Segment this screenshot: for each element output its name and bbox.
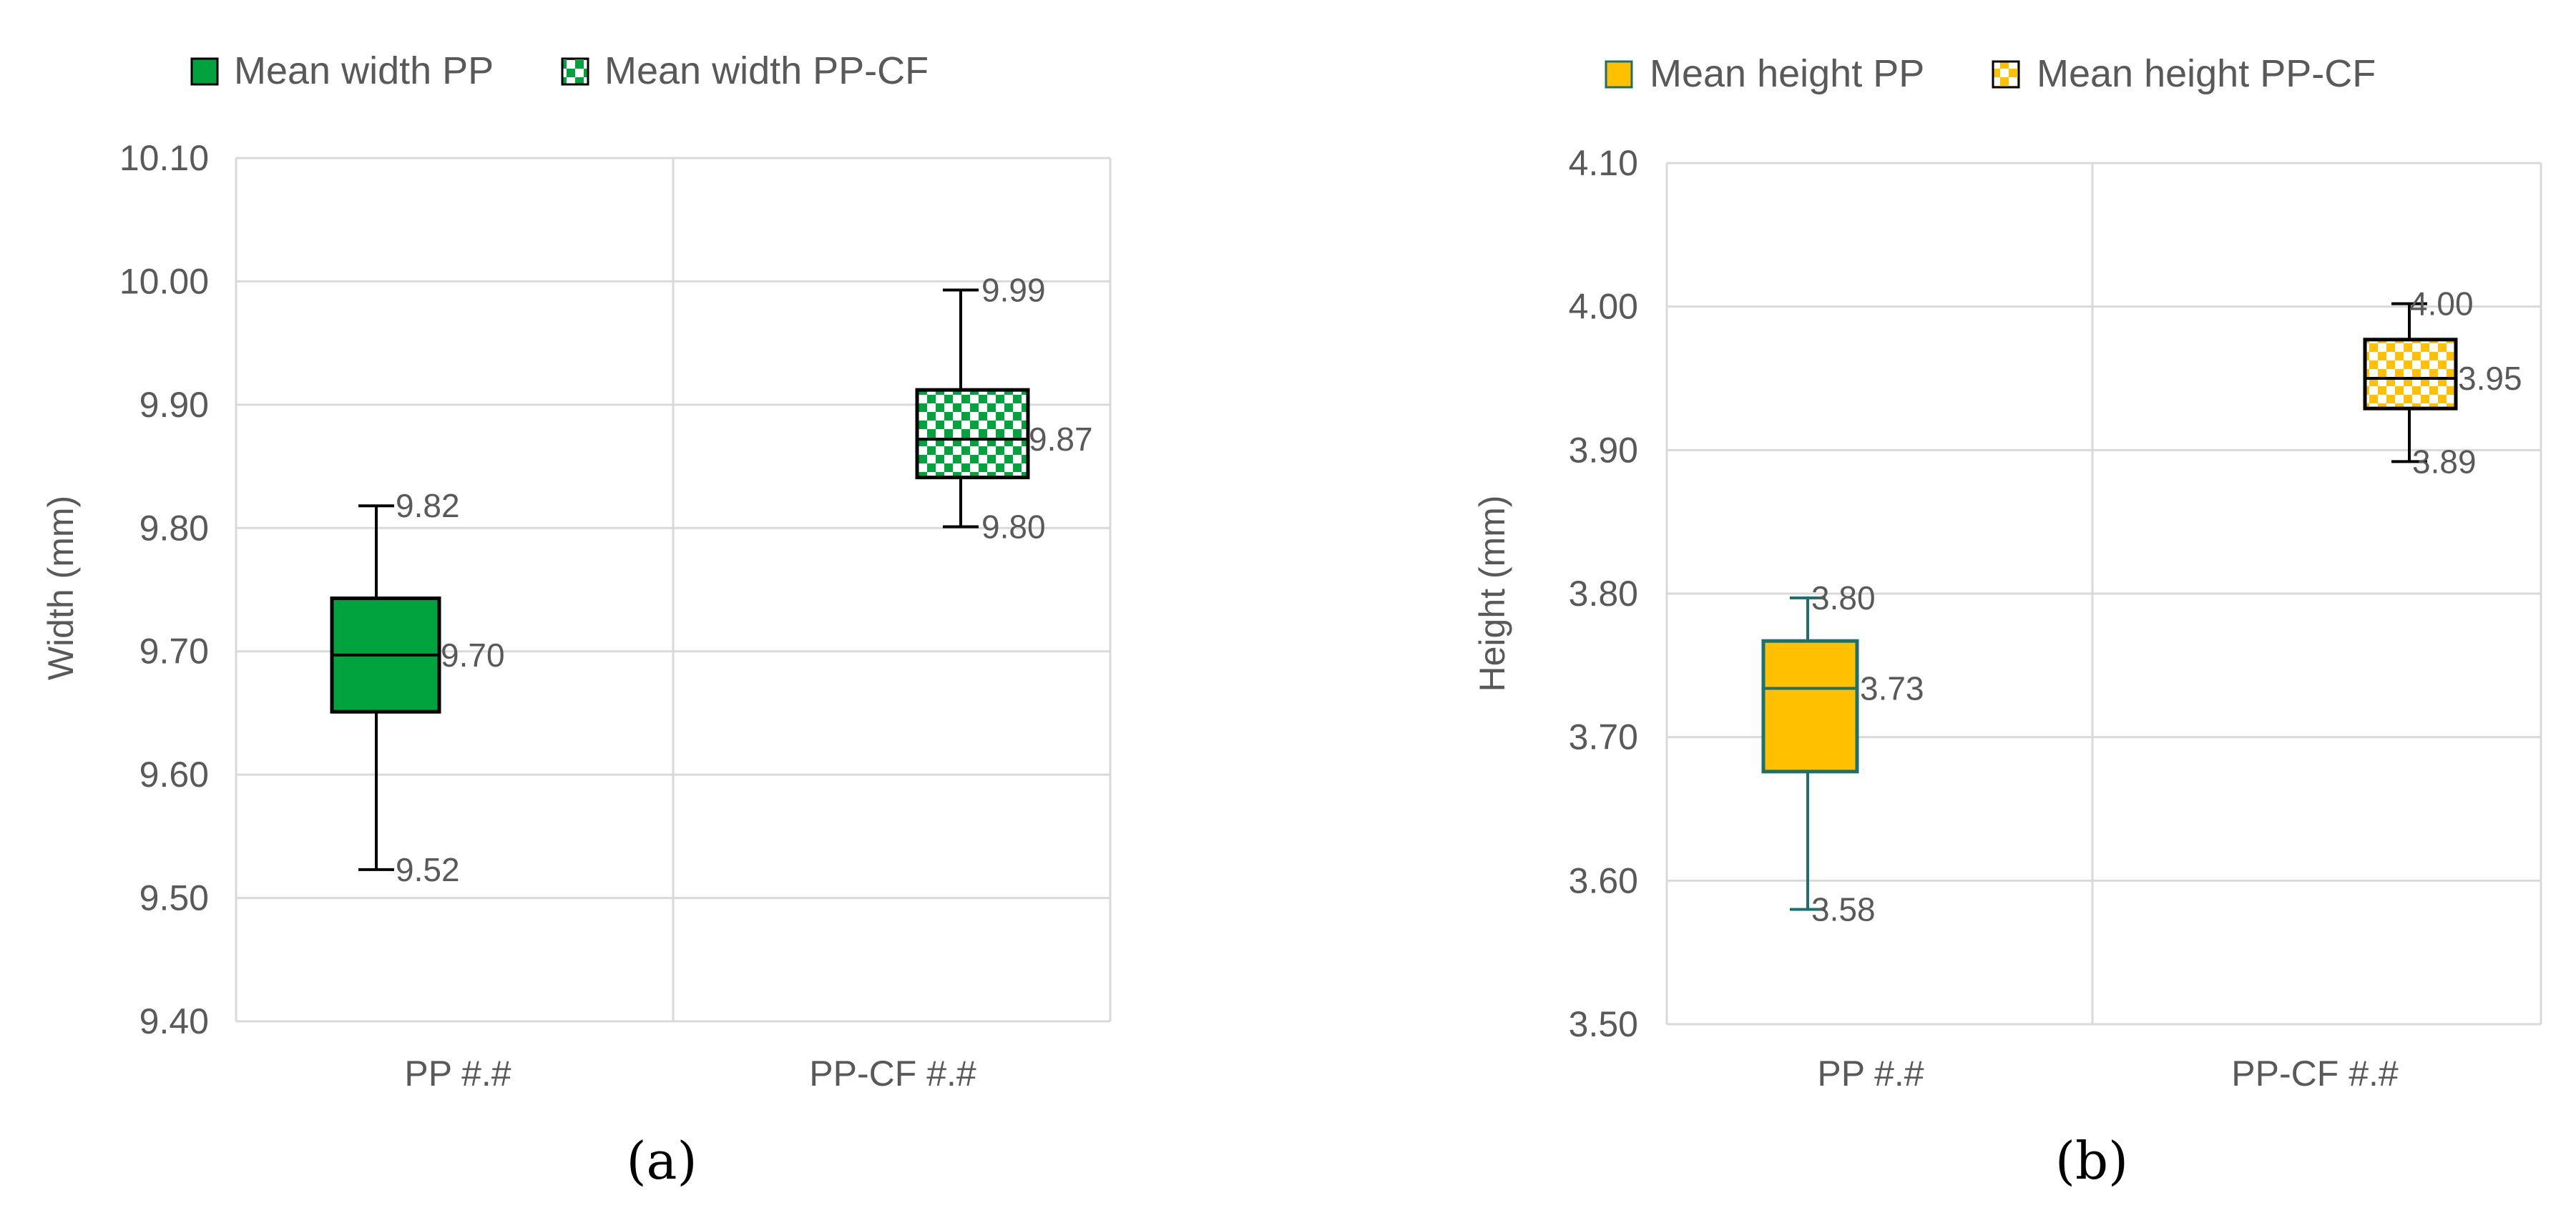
legend-label-width-ppcf: Mean width PP-CF (604, 49, 929, 92)
panel-label-b: (b) (2055, 1131, 2128, 1191)
box-body-a-ppcf (915, 388, 1030, 480)
x-tick-b-pp: PP #.# (1817, 1054, 1924, 1094)
chart-b: Mean height PP Mean height PP-CF 3.50 3.6… (1472, 52, 2542, 1191)
label-max-a-ppcf: 9.99 (981, 271, 1046, 308)
label-median-b-pp: 3.73 (1860, 669, 1924, 707)
y-axis-a: 9.40 9.50 9.60 9.70 9.80 9.90 10.00 10.10 (119, 138, 209, 1041)
box-body-b-pp (1761, 639, 1859, 774)
label-max-a-pp: 9.82 (396, 487, 460, 524)
label-max-b-ppcf: 4.00 (2409, 285, 2474, 323)
box-a-pp: 9.82 9.70 9.52 (330, 487, 505, 888)
grid-b (1665, 162, 2542, 1026)
grid-a (235, 157, 1112, 1023)
box-b-ppcf: 4.00 3.95 3.89 (2363, 285, 2522, 480)
box-a-ppcf: 9.99 9.87 9.80 (915, 271, 1093, 546)
legend-label-height-ppcf: Mean height PP-CF (2037, 52, 2376, 95)
label-min-a-ppcf: 9.80 (981, 509, 1046, 546)
y-tick-label-b: 3.80 (1569, 574, 1638, 614)
label-median-a-pp: 9.70 (441, 637, 505, 674)
y-tick-label-a: 9.80 (139, 508, 209, 548)
y-tick-label-a: 9.70 (139, 632, 209, 672)
y-tick-label-b: 4.00 (1569, 287, 1638, 327)
legend-swatch-height-pp (1605, 60, 1633, 89)
y-tick-label-a: 9.60 (139, 755, 209, 795)
y-tick-label-b: 3.70 (1569, 717, 1638, 757)
x-tick-a-pp: PP #.# (404, 1054, 511, 1094)
box-body-b-ppcf (2363, 338, 2458, 411)
panel-label-a: (a) (626, 1131, 697, 1191)
legend-a: Mean width PP Mean width PP-CF (190, 49, 929, 92)
y-tick-label-b: 3.60 (1569, 860, 1638, 900)
y-tick-label-a: 9.40 (139, 1001, 209, 1041)
y-tick-label-b: 4.10 (1569, 143, 1638, 183)
label-median-a-ppcf: 9.87 (1029, 421, 1093, 458)
legend-swatch-height-ppcf (1992, 60, 2020, 89)
y-tick-label-b: 3.90 (1569, 430, 1638, 470)
legend-label-width-pp: Mean width PP (234, 49, 494, 92)
x-tick-b-ppcf: PP-CF #.# (2231, 1054, 2399, 1094)
chart-a: Mean width PP Mean width PP-CF 9.409.509… (41, 49, 1112, 1191)
legend-swatch-width-pp (190, 57, 219, 86)
y-tick-label-a: 9.50 (139, 878, 209, 918)
y-axis-b: 3.50 3.60 3.70 3.80 3.90 4.00 4.10 (1569, 143, 1638, 1044)
legend-label-height-pp: Mean height PP (1650, 52, 1924, 95)
y-tick-label-a: 9.90 (139, 385, 209, 425)
x-tick-a-ppcf: PP-CF #.# (809, 1054, 976, 1094)
y-axis-title-a: Width (mm) (41, 496, 81, 680)
y-tick-label-a: 10.10 (119, 138, 209, 178)
label-median-b-ppcf: 3.95 (2458, 360, 2522, 397)
y-axis-title-b: Height (mm) (1472, 495, 1512, 692)
label-max-b-pp: 3.80 (1811, 579, 1876, 617)
y-tick-label-b: 3.50 (1569, 1004, 1638, 1044)
box-b-pp: 3.80 3.73 3.58 (1761, 579, 1924, 928)
y-tick-label-a: 10.00 (119, 261, 209, 301)
legend-swatch-width-ppcf (561, 57, 589, 86)
legend-b: Mean height PP Mean height PP-CF (1605, 52, 2376, 95)
label-min-b-ppcf: 3.89 (2412, 443, 2477, 480)
label-min-b-pp: 3.58 (1811, 890, 1876, 928)
label-min-a-pp: 9.52 (396, 851, 460, 888)
